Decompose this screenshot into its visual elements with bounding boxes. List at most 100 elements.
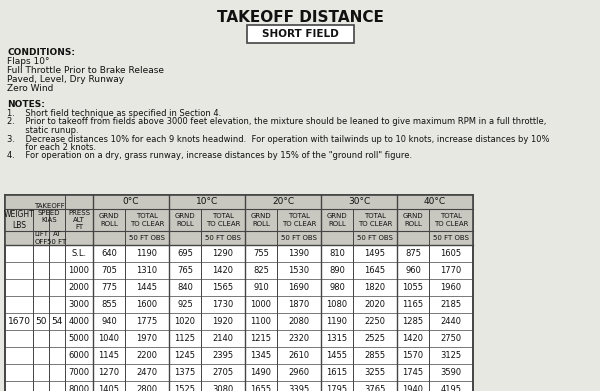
Text: 10°C: 10°C <box>196 197 218 206</box>
Text: 50 FT OBS: 50 FT OBS <box>281 235 317 241</box>
Text: 1655: 1655 <box>250 385 272 391</box>
Text: 1000: 1000 <box>68 266 89 275</box>
Text: 3395: 3395 <box>289 385 310 391</box>
Text: 7000: 7000 <box>68 368 89 377</box>
Text: 1420: 1420 <box>403 334 424 343</box>
Text: 3255: 3255 <box>364 368 386 377</box>
Text: 1490: 1490 <box>251 368 271 377</box>
Text: 810: 810 <box>329 249 345 258</box>
Text: 1190: 1190 <box>326 317 347 326</box>
Text: 1375: 1375 <box>175 368 196 377</box>
Text: 705: 705 <box>101 266 117 275</box>
Text: 2080: 2080 <box>289 317 310 326</box>
Text: AT
50 FT: AT 50 FT <box>47 231 67 244</box>
Text: 20°C: 20°C <box>272 197 294 206</box>
Text: 2185: 2185 <box>440 300 461 309</box>
Text: 1020: 1020 <box>175 317 196 326</box>
Text: 1940: 1940 <box>403 385 424 391</box>
Text: 1600: 1600 <box>136 300 158 309</box>
Bar <box>5 195 473 245</box>
Text: 1080: 1080 <box>326 300 347 309</box>
Text: LIFT
OFF: LIFT OFF <box>34 231 48 244</box>
Text: 1405: 1405 <box>98 385 119 391</box>
Text: 1420: 1420 <box>212 266 233 275</box>
Text: 2020: 2020 <box>365 300 386 309</box>
Text: for each 2 knots.: for each 2 knots. <box>7 143 96 152</box>
Text: 1285: 1285 <box>403 317 424 326</box>
Text: 50 FT OBS: 50 FT OBS <box>205 235 241 241</box>
Text: 1820: 1820 <box>364 283 386 292</box>
Text: 0°C: 0°C <box>123 197 139 206</box>
Text: 1645: 1645 <box>364 266 386 275</box>
Text: 925: 925 <box>177 300 193 309</box>
Text: GRND
ROLL: GRND ROLL <box>251 213 271 226</box>
Text: TOTAL
TO CLEAR: TOTAL TO CLEAR <box>358 213 392 226</box>
Text: 2.    Prior to takeoff from fields above 3000 feet elevation, the mixture should: 2. Prior to takeoff from fields above 30… <box>7 118 547 127</box>
Text: 3080: 3080 <box>212 385 233 391</box>
Text: 2320: 2320 <box>289 334 310 343</box>
Text: 2800: 2800 <box>136 385 158 391</box>
Text: 1040: 1040 <box>98 334 119 343</box>
Text: 980: 980 <box>329 283 345 292</box>
Text: 1125: 1125 <box>175 334 196 343</box>
Text: static runup.: static runup. <box>7 126 79 135</box>
Text: 1670: 1670 <box>7 317 31 326</box>
Text: TOTAL
TO CLEAR: TOTAL TO CLEAR <box>282 213 316 226</box>
Text: WEIGHT
LBS: WEIGHT LBS <box>4 210 34 230</box>
Text: 2610: 2610 <box>289 351 310 360</box>
Text: 940: 940 <box>101 317 117 326</box>
Text: 960: 960 <box>405 266 421 275</box>
Text: 1745: 1745 <box>403 368 424 377</box>
Text: 2705: 2705 <box>212 368 233 377</box>
Text: 1290: 1290 <box>212 249 233 258</box>
Text: 1.    Short field technique as specified in Section 4.: 1. Short field technique as specified in… <box>7 109 221 118</box>
Text: 2200: 2200 <box>137 351 157 360</box>
FancyBboxPatch shape <box>247 25 353 43</box>
Text: TOTAL
TO CLEAR: TOTAL TO CLEAR <box>434 213 468 226</box>
Text: 1345: 1345 <box>250 351 272 360</box>
Text: 2140: 2140 <box>212 334 233 343</box>
Text: 1960: 1960 <box>440 283 461 292</box>
Text: 1245: 1245 <box>175 351 196 360</box>
Text: 1145: 1145 <box>98 351 119 360</box>
Text: 3000: 3000 <box>68 300 89 309</box>
Text: 50 FT OBS: 50 FT OBS <box>129 235 165 241</box>
Text: 2000: 2000 <box>68 283 89 292</box>
Bar <box>5 195 473 391</box>
Text: 4195: 4195 <box>440 385 461 391</box>
Text: TOTAL
TO CLEAR: TOTAL TO CLEAR <box>206 213 240 226</box>
Text: Paved, Level, Dry Runway: Paved, Level, Dry Runway <box>7 75 124 84</box>
Text: 40°C: 40°C <box>424 197 446 206</box>
Text: 1920: 1920 <box>212 317 233 326</box>
Text: 1970: 1970 <box>136 334 158 343</box>
Text: 1870: 1870 <box>289 300 310 309</box>
Text: GRND
ROLL: GRND ROLL <box>98 213 119 226</box>
Text: 1215: 1215 <box>251 334 271 343</box>
Text: 2440: 2440 <box>440 317 461 326</box>
Text: Zero Wind: Zero Wind <box>7 84 53 93</box>
Text: TOTAL
TO CLEAR: TOTAL TO CLEAR <box>130 213 164 226</box>
Text: 5000: 5000 <box>68 334 89 343</box>
Text: 1315: 1315 <box>326 334 347 343</box>
Text: 8000: 8000 <box>68 385 89 391</box>
Text: GRND
ROLL: GRND ROLL <box>175 213 196 226</box>
Text: 1775: 1775 <box>136 317 158 326</box>
Text: 3590: 3590 <box>440 368 461 377</box>
Text: 855: 855 <box>101 300 117 309</box>
Text: 54: 54 <box>52 317 62 326</box>
Text: 2250: 2250 <box>365 317 386 326</box>
Text: 3.    Decrease distances 10% for each 9 knots headwind.  For operation with tail: 3. Decrease distances 10% for each 9 kno… <box>7 135 550 143</box>
Text: 695: 695 <box>177 249 193 258</box>
Text: 755: 755 <box>253 249 269 258</box>
Text: 640: 640 <box>101 249 117 258</box>
Text: 1770: 1770 <box>440 266 461 275</box>
Text: 6000: 6000 <box>68 351 89 360</box>
Text: PRESS
ALT
FT: PRESS ALT FT <box>68 210 90 230</box>
Text: 765: 765 <box>177 266 193 275</box>
Text: 1390: 1390 <box>289 249 310 258</box>
Text: 30°C: 30°C <box>348 197 370 206</box>
Text: 1565: 1565 <box>212 283 233 292</box>
Text: 890: 890 <box>329 266 345 275</box>
Text: GRND
ROLL: GRND ROLL <box>403 213 424 226</box>
Text: 1530: 1530 <box>289 266 310 275</box>
